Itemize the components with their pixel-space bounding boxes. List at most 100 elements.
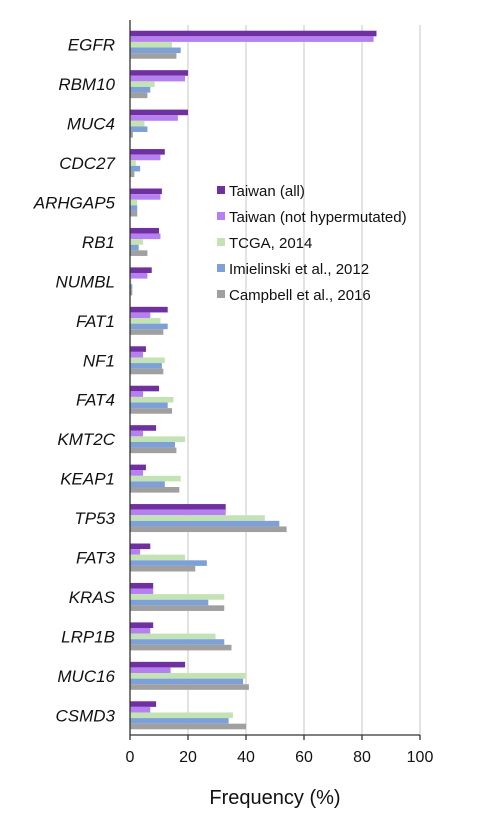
- bar-fat4-series-3: [130, 396, 174, 403]
- category-label-muc16: MUC16: [57, 667, 115, 686]
- bar-keap1-series-2: [130, 470, 144, 476]
- legend-label-5: Campbell et al., 2016: [229, 287, 371, 304]
- bar-csmd3-series-4: [130, 718, 229, 724]
- bar-arhgap5-series-2: [130, 194, 161, 200]
- bar-numbl-series-5: [130, 289, 133, 296]
- bar-nf1-series-1: [130, 346, 146, 352]
- bar-kmt2c-series-4: [130, 441, 175, 448]
- category-label-keap1: KEAP1: [60, 470, 115, 489]
- bar-kras-series-5: [130, 605, 225, 611]
- bar-muc4-series-1: [130, 109, 188, 116]
- category-label-arhgap5: ARHGAP5: [33, 194, 116, 213]
- legend-swatch-2: [217, 212, 225, 220]
- bar-fat3-series-1: [130, 543, 151, 550]
- bar-kmt2c-series-1: [130, 425, 157, 431]
- bars: [130, 30, 377, 730]
- bar-fat4-series-2: [130, 391, 144, 397]
- category-label-muc4: MUC4: [67, 115, 115, 134]
- bar-fat3-series-5: [130, 565, 196, 572]
- bar-keap1-series-4: [130, 481, 165, 488]
- bar-numbl-series-1: [130, 267, 152, 273]
- bar-nf1-series-2: [130, 351, 144, 358]
- category-label-kras: KRAS: [69, 588, 116, 607]
- bar-muc16-series-1: [130, 661, 186, 668]
- bar-tp53-series-1: [130, 504, 226, 510]
- bar-fat1-series-3: [130, 318, 161, 324]
- bar-muc16-series-3: [130, 673, 246, 679]
- bar-kras-series-4: [130, 599, 209, 606]
- x-tick-label-20: 20: [179, 749, 197, 766]
- x-tick-label-0: 0: [126, 749, 135, 766]
- bar-arhgap5-series-5: [130, 210, 138, 217]
- bar-fat3-series-3: [130, 554, 186, 561]
- x-tick-label-80: 80: [353, 749, 371, 766]
- bar-csmd3-series-5: [130, 723, 246, 730]
- bar-rbm10-series-1: [130, 70, 188, 76]
- bar-muc4-series-4: [130, 126, 148, 133]
- bar-arhgap5-series-4: [130, 205, 138, 211]
- category-label-cdc27: CDC27: [59, 154, 115, 173]
- bar-numbl-series-3: [130, 278, 132, 285]
- category-label-egfr: EGFR: [68, 36, 115, 55]
- legend-swatch-5: [217, 290, 225, 298]
- category-label-csmd3: CSMD3: [55, 706, 115, 725]
- category-label-tp53: TP53: [74, 509, 115, 528]
- bar-muc4-series-3: [130, 120, 145, 127]
- category-label-numbl: NUMBL: [55, 272, 115, 291]
- bar-rb1-series-4: [130, 244, 139, 251]
- bar-rbm10-series-3: [130, 81, 155, 87]
- bar-lrp1b-series-2: [130, 627, 151, 634]
- category-labels: EGFR RBM10 MUC4 CDC27 ARHGAP5 RB1 NUMBL FAT1 NF1…: [33, 36, 116, 726]
- bar-csmd3-series-2: [130, 706, 151, 713]
- bar-rb1-series-5: [130, 250, 148, 256]
- x-tick-label-40: 40: [237, 749, 255, 766]
- legend: Taiwan (all) Taiwan (not hypermutated) TCG…: [217, 183, 407, 304]
- bar-nf1-series-5: [130, 368, 164, 375]
- bar-muc16-series-2: [130, 667, 171, 674]
- bar-fat3-series-4: [130, 560, 207, 566]
- legend-label-3: TCGA, 2014: [229, 235, 312, 252]
- bar-egfr-series-1: [130, 30, 377, 37]
- category-label-fat1: FAT1: [76, 312, 115, 331]
- bar-keap1-series-3: [130, 475, 181, 482]
- bar-tp53-series-4: [130, 520, 280, 527]
- category-label-nf1: NF1: [83, 351, 115, 370]
- bar-fat1-series-2: [130, 312, 151, 319]
- bar-rbm10-series-4: [130, 86, 151, 93]
- bar-kmt2c-series-2: [130, 430, 144, 437]
- bar-muc16-series-4: [130, 678, 244, 685]
- bar-cdc27-series-3: [130, 160, 136, 166]
- bar-tp53-series-3: [130, 515, 265, 521]
- bar-muc16-series-5: [130, 684, 249, 690]
- bar-kras-series-2: [130, 588, 154, 595]
- bar-egfr-series-5: [130, 53, 177, 59]
- bar-egfr-series-3: [130, 41, 173, 48]
- bar-csmd3-series-3: [130, 712, 233, 719]
- bar-fat4-series-5: [130, 408, 173, 414]
- legend-label-4: Imielinski et al., 2012: [229, 261, 369, 278]
- category-label-fat3: FAT3: [76, 549, 116, 568]
- bar-muc4-series-5: [130, 132, 133, 138]
- legend-label-1: Taiwan (all): [229, 183, 305, 200]
- x-tick-label-100: 100: [407, 749, 434, 766]
- bar-rbm10-series-2: [130, 75, 186, 82]
- bar-muc4-series-2: [130, 115, 178, 121]
- bar-keap1-series-1: [130, 464, 146, 471]
- bar-fat1-series-1: [130, 306, 168, 313]
- category-label-fat4: FAT4: [76, 391, 115, 410]
- bar-kras-series-1: [130, 582, 154, 589]
- bar-rbm10-series-5: [130, 92, 148, 99]
- bar-tp53-series-5: [130, 526, 287, 533]
- x-axis: 0 20 40 60 80 100: [126, 20, 434, 766]
- bar-arhgap5-series-3: [130, 199, 138, 206]
- bar-tp53-series-2: [130, 509, 226, 516]
- bar-fat1-series-4: [130, 323, 168, 330]
- bar-egfr-series-4: [130, 47, 181, 54]
- legend-label-2: Taiwan (not hypermutated): [229, 209, 407, 226]
- bar-rb1-series-2: [130, 233, 161, 240]
- legend-swatch-1: [217, 186, 225, 194]
- bar-numbl-series-2: [130, 272, 148, 279]
- bar-kmt2c-series-5: [130, 447, 177, 454]
- x-axis-label: Frequency (%): [209, 787, 340, 809]
